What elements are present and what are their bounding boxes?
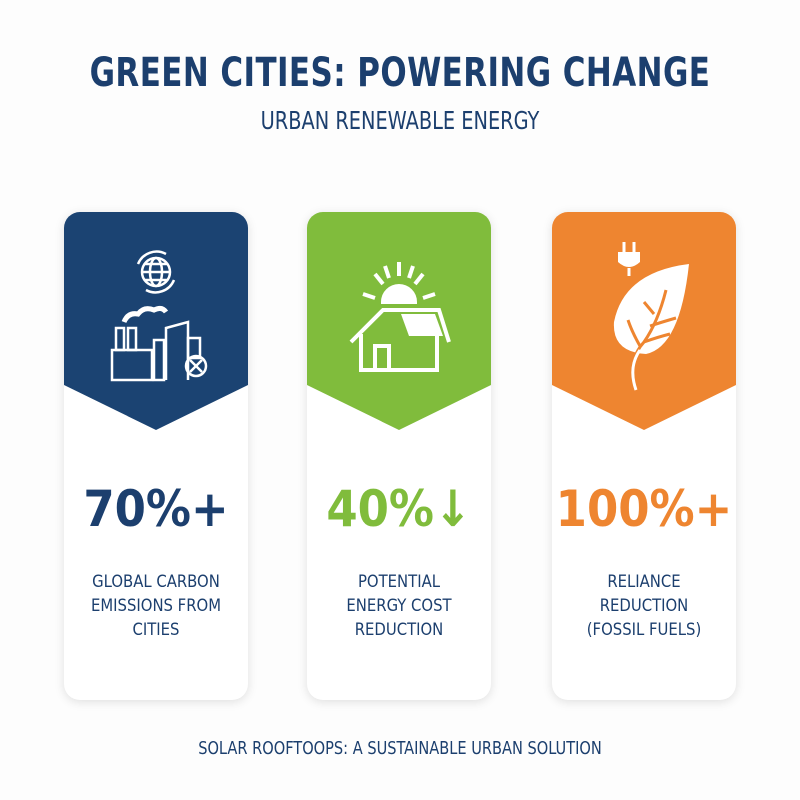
stat-label: POTENTIAL ENERGY COST REDUCTION xyxy=(346,572,452,639)
stat-card-fossil-fuels: 100%+ RELIANCE REDUCTION (FOSSIL FUELS) xyxy=(552,212,736,700)
page-subtitle: URBAN RENEWABLE ENERGY xyxy=(260,106,540,135)
stat-value: 70%+ xyxy=(83,480,229,538)
solar-house-icon xyxy=(349,262,451,372)
stat-card-emissions: 70%+ GLOBAL CARBON EMISSIONS FROM CITIES xyxy=(64,212,248,700)
stat-value: 100%+ xyxy=(555,480,733,538)
card-banner xyxy=(64,212,248,430)
card-banner xyxy=(552,212,736,430)
city-emissions-globe-icon xyxy=(110,250,208,382)
card-banner xyxy=(307,212,491,430)
stat-value: 40%↓ xyxy=(326,480,472,538)
footer-caption: SOLAR ROOFTOOPS: A SUSTAINABLE URBAN SOL… xyxy=(198,738,602,759)
stat-label: RELIANCE REDUCTION (FOSSIL FUELS) xyxy=(586,572,702,639)
stat-label: GLOBAL CARBON EMISSIONS FROM CITIES xyxy=(90,572,222,639)
page-title: GREEN CITIES: POWERING CHANGE xyxy=(89,50,711,96)
leaf-plug-icon xyxy=(613,242,689,391)
stat-card-energy-cost: 40%↓ POTENTIAL ENERGY COST REDUCTION xyxy=(307,212,491,700)
